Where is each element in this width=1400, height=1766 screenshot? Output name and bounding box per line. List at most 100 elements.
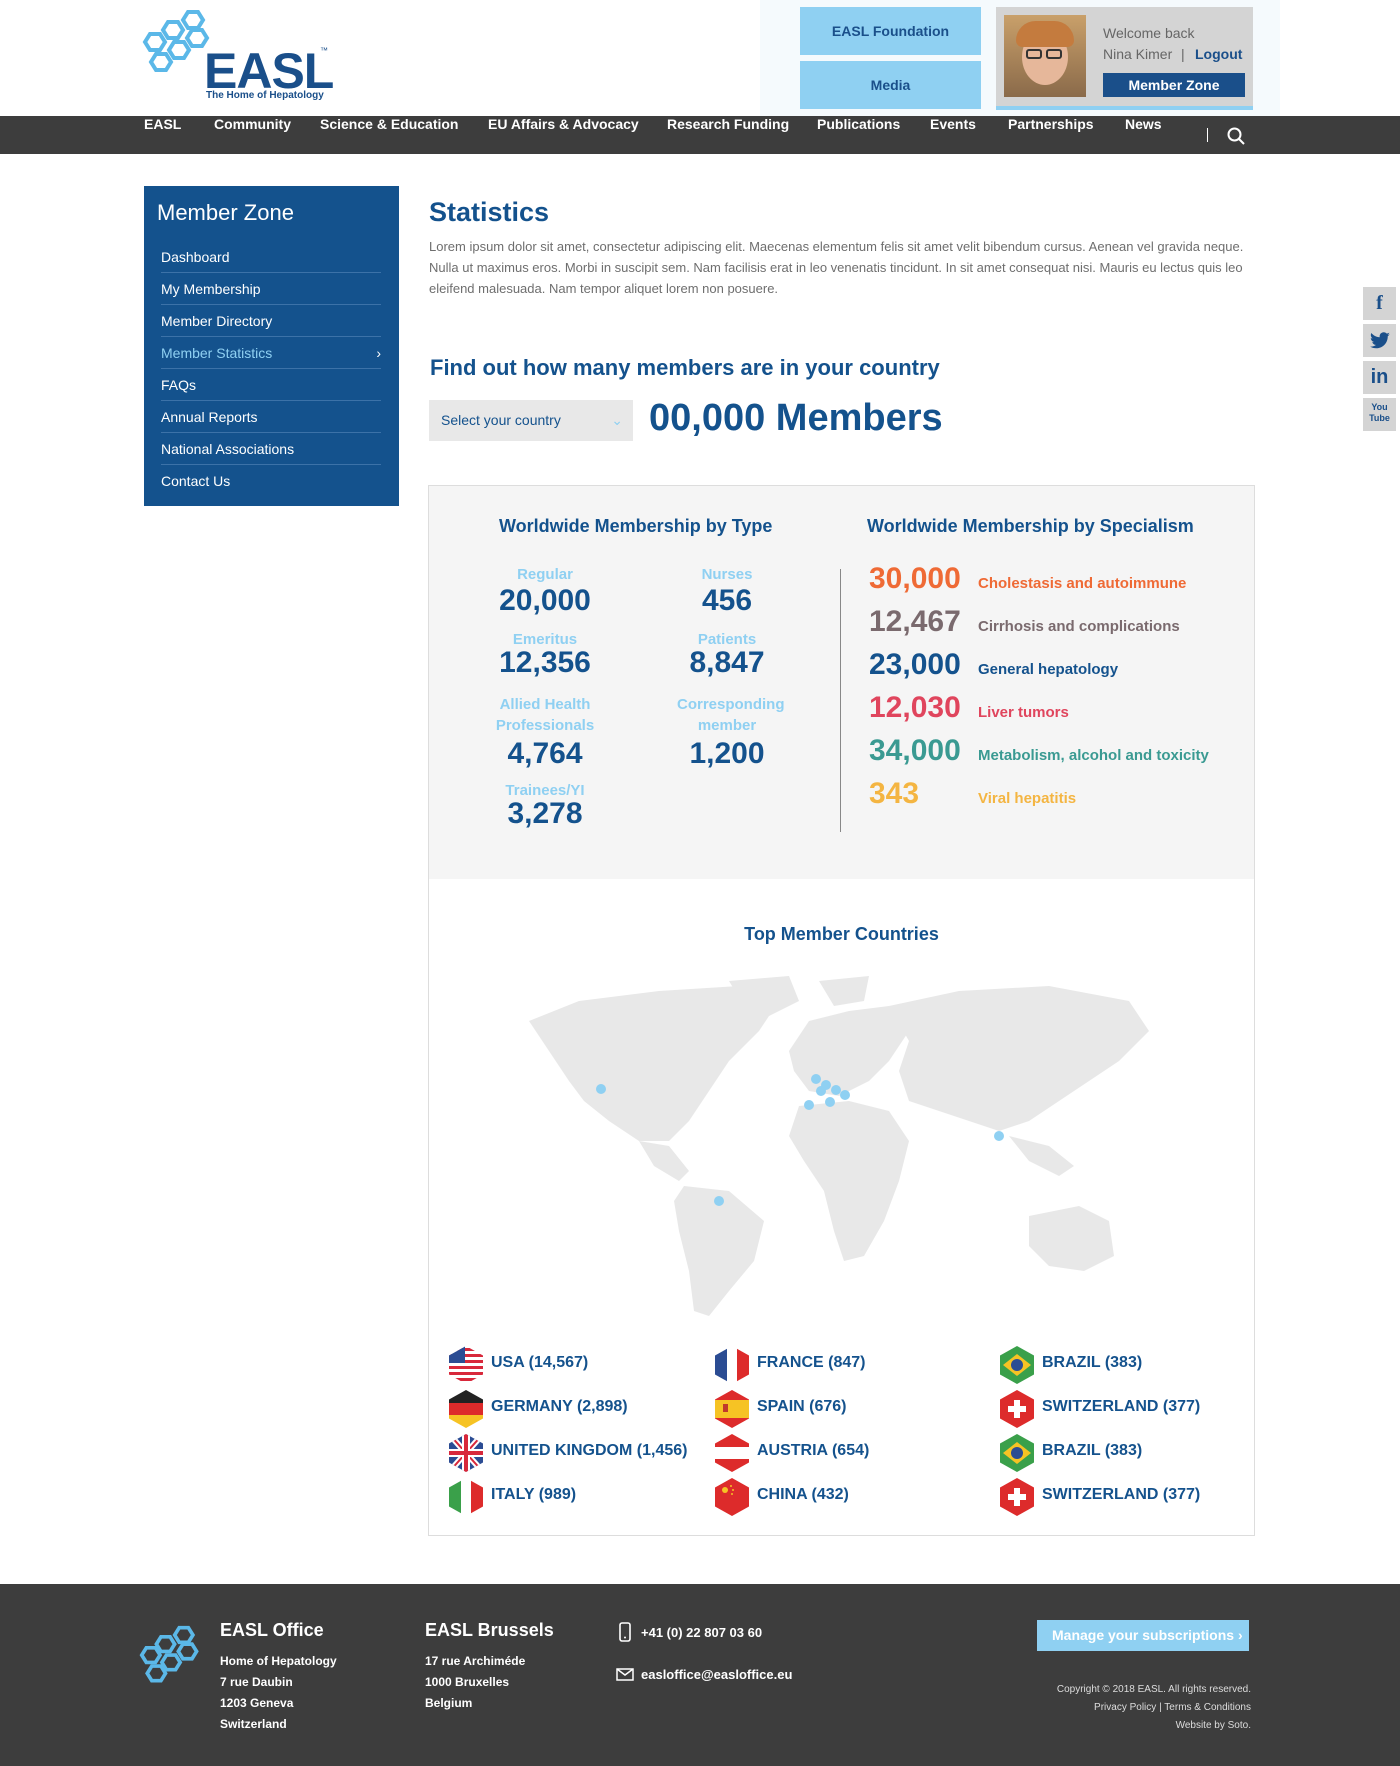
usa-flag-icon	[449, 1346, 483, 1384]
china-flag-icon	[715, 1478, 749, 1516]
member-zone-button[interactable]: Member Zone	[1103, 73, 1245, 97]
nav-item-science-education[interactable]: Science & Education	[320, 116, 459, 132]
nav-item-research-funding[interactable]: Research Funding	[667, 116, 790, 132]
footer-office-line: 1203 Geneva	[220, 1696, 294, 1710]
specialism-value-metabolism: 34,000	[869, 734, 961, 767]
privacy-policy-link[interactable]: Privacy Policy	[1094, 1702, 1157, 1713]
type-value-patients: 8,847	[689, 646, 765, 679]
footer-phone[interactable]: +41 (0) 22 807 03 60	[641, 1625, 763, 1640]
footer-office-line: Home of Hepatology	[220, 1654, 337, 1668]
sidebar-item-my-membership[interactable]: My Membership	[161, 273, 381, 305]
type-label-regular: Regular	[517, 566, 573, 583]
specialism-label-cirrhosis: Cirrhosis and complications	[978, 618, 1180, 635]
nav-item-partnerships[interactable]: Partnerships	[1008, 116, 1094, 132]
footer-copyright: Copyright © 2018 EASL. All rights reserv…	[1056, 1684, 1251, 1695]
world-map	[529, 976, 1149, 1316]
type-value-allied-health: 4,764	[507, 737, 583, 770]
country-name: GERMANY (2,898)	[491, 1398, 628, 1415]
specialism-label-cholestasis: Cholestasis and autoimmune	[978, 575, 1187, 592]
user-panel: Welcome back Nina Kimer | Logout Member …	[996, 7, 1253, 110]
footer-separator: |	[1159, 1702, 1162, 1713]
country-select[interactable]: Select your country ⌄	[429, 400, 633, 441]
linkedin-icon[interactable]: in	[1363, 361, 1396, 394]
site-footer: EASL Office Home of Hepatology 7 rue Dau…	[0, 1584, 1400, 1766]
switzerland-flag-icon	[1000, 1390, 1034, 1428]
welcome-text: Welcome back	[1103, 25, 1195, 41]
hexagon-logo-icon	[142, 10, 210, 72]
specialism-value-viral: 343	[869, 777, 920, 810]
avatar	[1004, 15, 1086, 97]
specialism-value-cholestasis: 30,000	[869, 562, 961, 595]
manage-subscriptions-label: Manage your subscriptions	[1052, 1627, 1235, 1643]
type-label-emeritus: Emeritus	[512, 631, 578, 648]
france-flag-icon	[715, 1346, 749, 1384]
uk-flag-icon	[449, 1434, 483, 1472]
specialism-value-general: 23,000	[869, 648, 961, 681]
search-icon[interactable]	[1227, 127, 1245, 145]
youtube-icon[interactable]: You Tube	[1363, 398, 1396, 431]
sidebar-item-contact-us[interactable]: Contact Us	[161, 473, 231, 489]
footer-brussels-line: 1000 Bruxelles	[425, 1675, 510, 1689]
nav-item-community[interactable]: Community	[214, 116, 291, 132]
spain-flag-icon	[715, 1390, 749, 1428]
sidebar-item-dashboard[interactable]: Dashboard	[161, 241, 381, 273]
map-marker-usa	[596, 1084, 606, 1094]
specialism-label-metabolism: Metabolism, alcohol and toxicity	[978, 747, 1209, 764]
chevron-right-icon: ›	[376, 345, 381, 361]
specialism-label-liver-tumors: Liver tumors	[978, 704, 1069, 721]
footer-legal-links: Privacy Policy | Terms & Conditions	[1094, 1702, 1251, 1713]
nav-item-news[interactable]: News	[1125, 116, 1162, 132]
site-header: EASL ™ The Home of Hepatology EASL Found…	[0, 0, 1400, 116]
specialism-label-viral: Viral hepatitis	[978, 790, 1077, 807]
footer-office-title: EASL Office	[220, 1620, 324, 1640]
footer-office-line: Switzerland	[220, 1717, 287, 1731]
nav-divider	[1207, 128, 1208, 142]
main-nav: EASL Community Science & Education EU Af…	[0, 116, 1400, 154]
terms-link[interactable]: Terms & Conditions	[1164, 1702, 1251, 1713]
type-label-nurses: Nurses	[701, 566, 753, 583]
country-name: SWITZERLAND (377)	[1042, 1486, 1201, 1503]
type-label-patients: Patients	[697, 631, 757, 648]
sidebar-item-member-statistics[interactable]: Member Statistics ›	[161, 337, 381, 369]
type-value-regular: 20,000	[499, 584, 591, 617]
easl-foundation-button[interactable]: EASL Foundation	[800, 7, 981, 55]
sidebar-title: Member Zone	[157, 200, 294, 225]
map-marker-china	[994, 1131, 1004, 1141]
footer-brussels-line: Belgium	[425, 1696, 473, 1710]
country-name: FRANCE (847)	[757, 1354, 866, 1371]
top-countries-title: Top Member Countries	[744, 924, 939, 944]
footer-email[interactable]: easloffice@easloffice.eu	[641, 1667, 793, 1682]
nav-item-publications[interactable]: Publications	[817, 116, 901, 132]
sidebar-item-member-directory[interactable]: Member Directory	[161, 305, 381, 337]
by-type-title: Worldwide Membership by Type	[499, 516, 773, 536]
facebook-icon[interactable]: f	[1363, 287, 1396, 320]
chevron-right-icon: ›	[1237, 1627, 1243, 1643]
easl-logo[interactable]: EASL ™ The Home of Hepatology	[140, 6, 340, 104]
country-name: USA (14,567)	[491, 1354, 589, 1371]
logout-link[interactable]: Logout	[1195, 46, 1243, 62]
manage-subscriptions-button[interactable]: Manage your subscriptions ›	[1037, 1620, 1249, 1651]
nav-item-eu-affairs[interactable]: EU Affairs & Advocacy	[488, 116, 639, 132]
specialism-label-general: General hepatology	[978, 661, 1119, 678]
statistics-card: Worldwide Membership by Type Worldwide M…	[428, 485, 1255, 1536]
media-button[interactable]: Media	[800, 61, 981, 109]
sidebar-item-annual-reports[interactable]: Annual Reports	[161, 401, 381, 433]
type-label-trainees: Trainees/YI	[505, 782, 585, 799]
phone-icon	[619, 1622, 631, 1642]
twitter-icon[interactable]	[1363, 324, 1396, 357]
country-name: BRAZIL (383)	[1042, 1442, 1143, 1459]
map-marker-brazil	[714, 1196, 724, 1206]
footer-brussels-line: 17 rue Archiméde	[425, 1654, 526, 1668]
sidebar-item-faqs[interactable]: FAQs	[161, 369, 381, 401]
type-value-corresponding: 1,200	[689, 737, 765, 770]
sidebar-item-label: Member Statistics	[161, 345, 273, 361]
type-value-emeritus: 12,356	[499, 646, 591, 679]
type-label-corresponding: Corresponding member	[677, 696, 785, 734]
sidebar-item-national-associations[interactable]: National Associations	[161, 433, 381, 465]
type-label-allied-health: Allied Health Professionals	[495, 696, 595, 734]
nav-item-events[interactable]: Events	[930, 116, 976, 132]
nav-item-easl[interactable]: EASL	[144, 116, 182, 132]
member-zone-sidebar: Member Zone Dashboard My Membership Memb…	[144, 186, 399, 506]
logo-tagline: The Home of Hepatology	[206, 90, 324, 101]
